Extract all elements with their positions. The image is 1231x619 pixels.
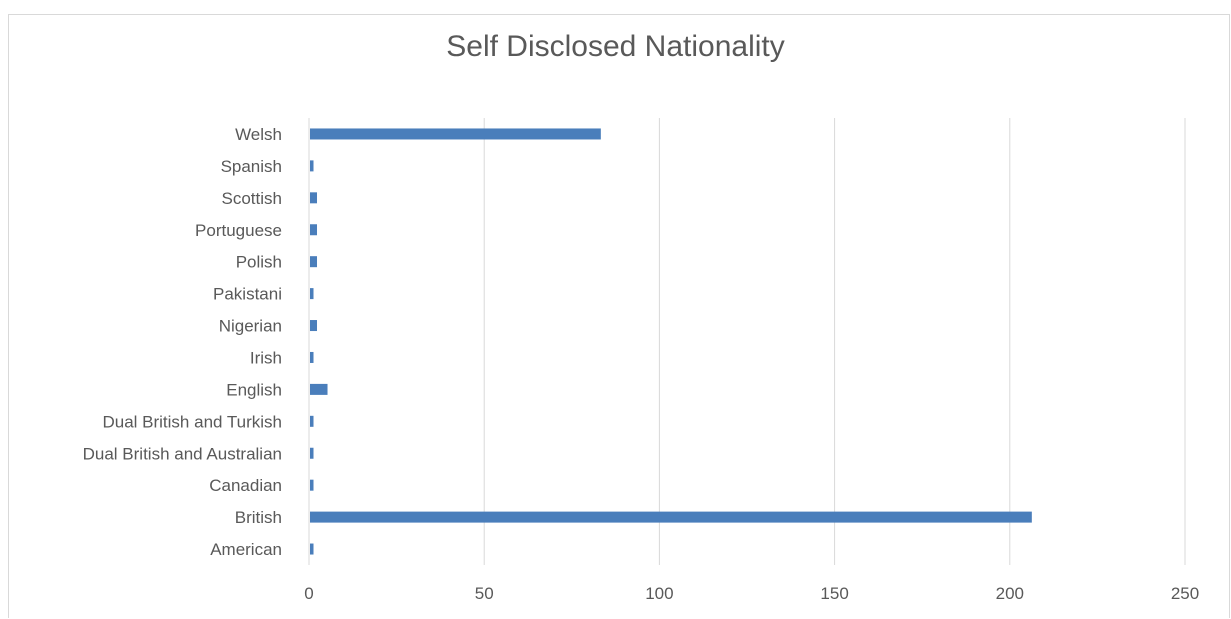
bar: [310, 511, 1032, 523]
y-category-label: Scottish: [222, 189, 282, 208]
bar: [310, 192, 318, 204]
y-category-label: Welsh: [235, 125, 282, 144]
y-category-label: British: [235, 508, 282, 527]
y-category-label: Portuguese: [195, 221, 282, 240]
bar: [310, 447, 314, 459]
bar: [310, 224, 318, 236]
y-category-label: Nigerian: [219, 317, 282, 336]
x-tick-label: 250: [1171, 584, 1199, 603]
y-category-label: Pakistani: [213, 285, 282, 304]
x-tick-label: 200: [996, 584, 1024, 603]
y-category-label: Irish: [250, 348, 282, 367]
y-category-label: English: [226, 380, 282, 399]
y-category-label: Dual British and Turkish: [102, 412, 282, 431]
x-tick-label: 150: [820, 584, 848, 603]
y-category-label: Canadian: [209, 476, 282, 495]
bar: [310, 543, 314, 555]
x-tick-label: 50: [475, 584, 494, 603]
bar: [310, 160, 314, 172]
x-tick-label: 100: [645, 584, 673, 603]
bar: [310, 128, 601, 140]
bar: [310, 288, 314, 300]
y-category-label: Dual British and Australian: [83, 444, 282, 463]
y-category-label: American: [210, 540, 282, 559]
bar: [310, 351, 314, 363]
chart-title: Self Disclosed Nationality: [446, 30, 785, 63]
bar: [310, 256, 318, 268]
y-category-label: Polish: [236, 253, 282, 272]
y-category-label: Spanish: [221, 157, 282, 176]
bar: [310, 383, 328, 395]
bar: [310, 415, 314, 427]
bar: [310, 479, 314, 491]
x-tick-label: 0: [304, 584, 313, 603]
bar: [310, 320, 318, 332]
